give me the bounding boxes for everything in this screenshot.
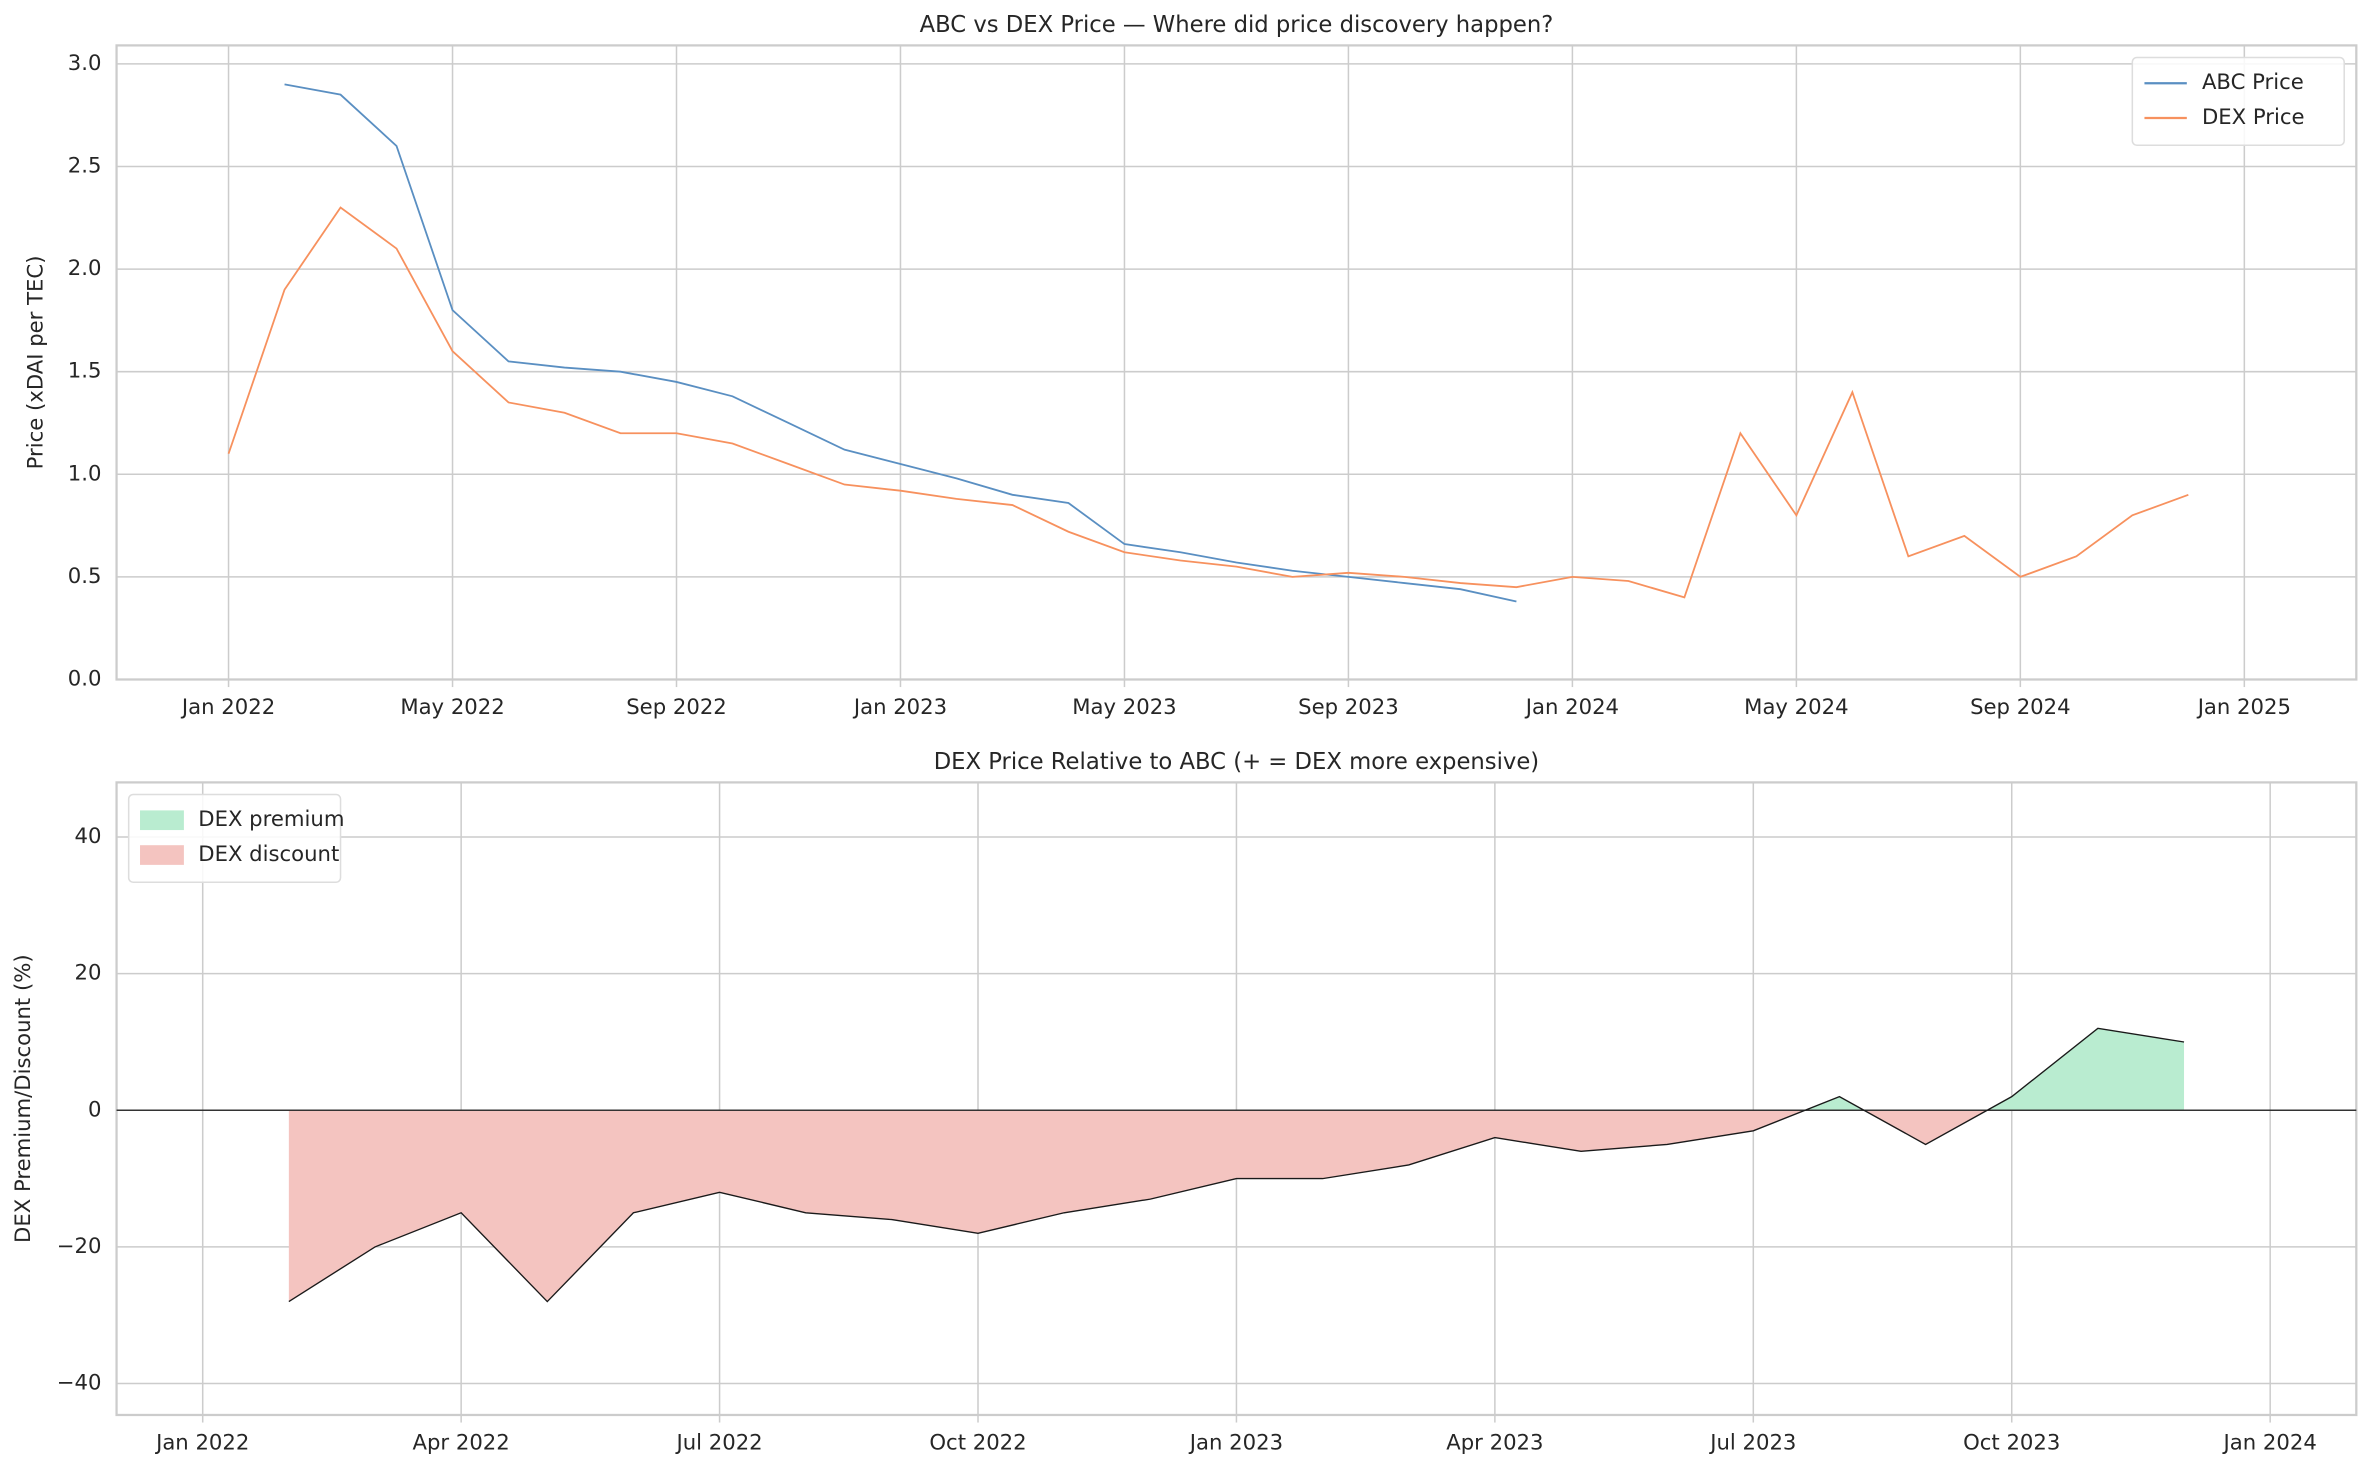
x-tick-label: Apr 2023	[1446, 1430, 1543, 1455]
y-tick-label: 1.0	[68, 460, 102, 485]
y-axis-label: Price (xDAI per TEC)	[22, 256, 47, 470]
legend-label: DEX discount	[198, 841, 339, 866]
plot-frame	[115, 44, 2358, 681]
x-tick-label: Sep 2024	[1970, 694, 2071, 719]
x-tick-label: Jan 2024	[1524, 694, 1619, 719]
series-line	[227, 206, 2189, 599]
x-tick-label: Jan 2022	[154, 1430, 249, 1455]
series-line	[284, 83, 1517, 603]
y-tick-label: −40	[57, 1370, 102, 1395]
plot-frame	[115, 781, 2358, 1417]
legend-label: DEX premium	[198, 806, 344, 831]
x-tick-label: Jan 2023	[852, 694, 947, 719]
y-tick-label: 40	[74, 823, 101, 848]
y-axis-label: DEX Premium/Discount (%)	[10, 954, 35, 1243]
y-tick-label: 0.0	[68, 665, 102, 690]
chart-title: DEX Price Relative to ABC (+ = DEX more …	[934, 749, 1539, 775]
y-tick-label: −20	[57, 1233, 102, 1258]
x-tick-label: Sep 2022	[626, 694, 727, 719]
x-tick-label: Jan 2024	[2222, 1430, 2317, 1455]
x-tick-label: Oct 2023	[1963, 1430, 2060, 1455]
legend-swatch	[140, 810, 184, 831]
legend-swatch	[140, 845, 184, 865]
x-tick-label: Jan 2025	[2196, 694, 2291, 719]
legend-box	[2131, 56, 2345, 147]
x-tick-label: Jul 2023	[1708, 1430, 1796, 1455]
x-tick-label: May 2023	[1072, 694, 1176, 719]
x-tick-label: May 2022	[400, 694, 504, 719]
x-tick-label: Apr 2022	[413, 1430, 510, 1455]
x-tick-label: Jan 2022	[180, 694, 275, 719]
y-tick-label: 3.0	[68, 50, 102, 75]
premium-area	[1804, 1028, 2185, 1111]
legend-label: ABC Price	[2202, 69, 2304, 94]
discount-area	[288, 1110, 2185, 1302]
y-tick-label: 2.0	[68, 255, 102, 280]
series-line	[288, 1027, 2185, 1303]
y-tick-label: 1.5	[68, 358, 102, 383]
x-tick-label: May 2024	[1744, 694, 1848, 719]
legend-label: DEX Price	[2202, 104, 2305, 129]
x-tick-label: Oct 2022	[929, 1430, 1026, 1455]
x-tick-label: Jan 2023	[1188, 1430, 1283, 1455]
chart-title: ABC vs DEX Price — Where did price disco…	[920, 12, 1554, 38]
y-tick-label: 20	[74, 960, 101, 985]
y-tick-label: 2.5	[68, 152, 102, 177]
y-tick-label: 0.5	[68, 563, 102, 588]
x-tick-label: Jul 2022	[674, 1430, 762, 1455]
y-tick-label: 0	[88, 1096, 101, 1121]
x-tick-label: Sep 2023	[1298, 694, 1399, 719]
